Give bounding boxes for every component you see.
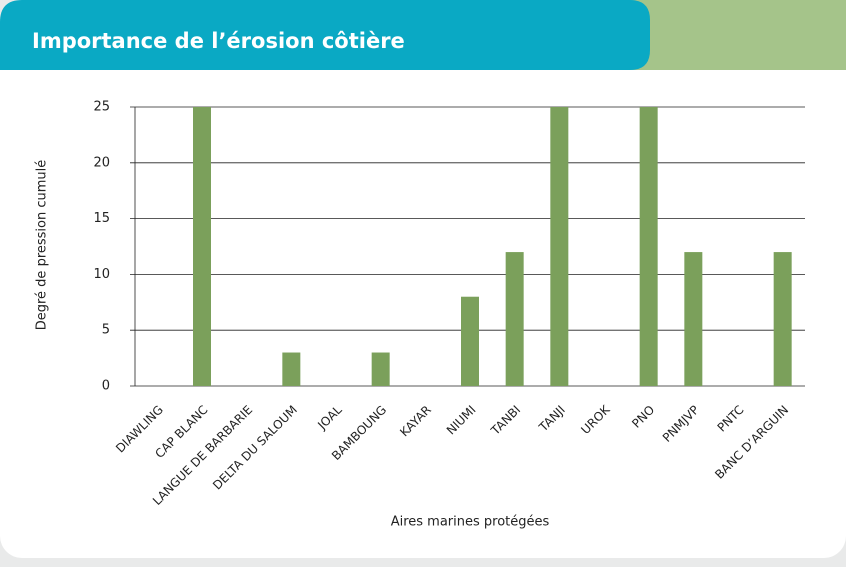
y-tick-label: 15	[93, 211, 110, 226]
bar	[550, 107, 569, 386]
bar	[193, 107, 211, 386]
bar	[684, 252, 703, 386]
y-tick-label: 20	[93, 155, 110, 170]
y-tick-label: 0	[102, 379, 110, 394]
y-axis-label: Degré de pression cumulé	[35, 160, 50, 331]
bar	[371, 352, 390, 386]
bar	[639, 107, 658, 386]
y-tick-label: 5	[102, 323, 110, 338]
bar	[505, 252, 524, 386]
header-bar	[0, 0, 650, 70]
bar	[461, 296, 479, 386]
y-tick-label: 10	[93, 267, 110, 282]
chart-title: Importance de l’érosion côtière	[32, 29, 405, 53]
bar	[773, 252, 792, 386]
bar	[282, 352, 301, 386]
y-tick-label: 25	[93, 100, 110, 115]
x-axis-label: Aires marines protégées	[391, 515, 550, 530]
